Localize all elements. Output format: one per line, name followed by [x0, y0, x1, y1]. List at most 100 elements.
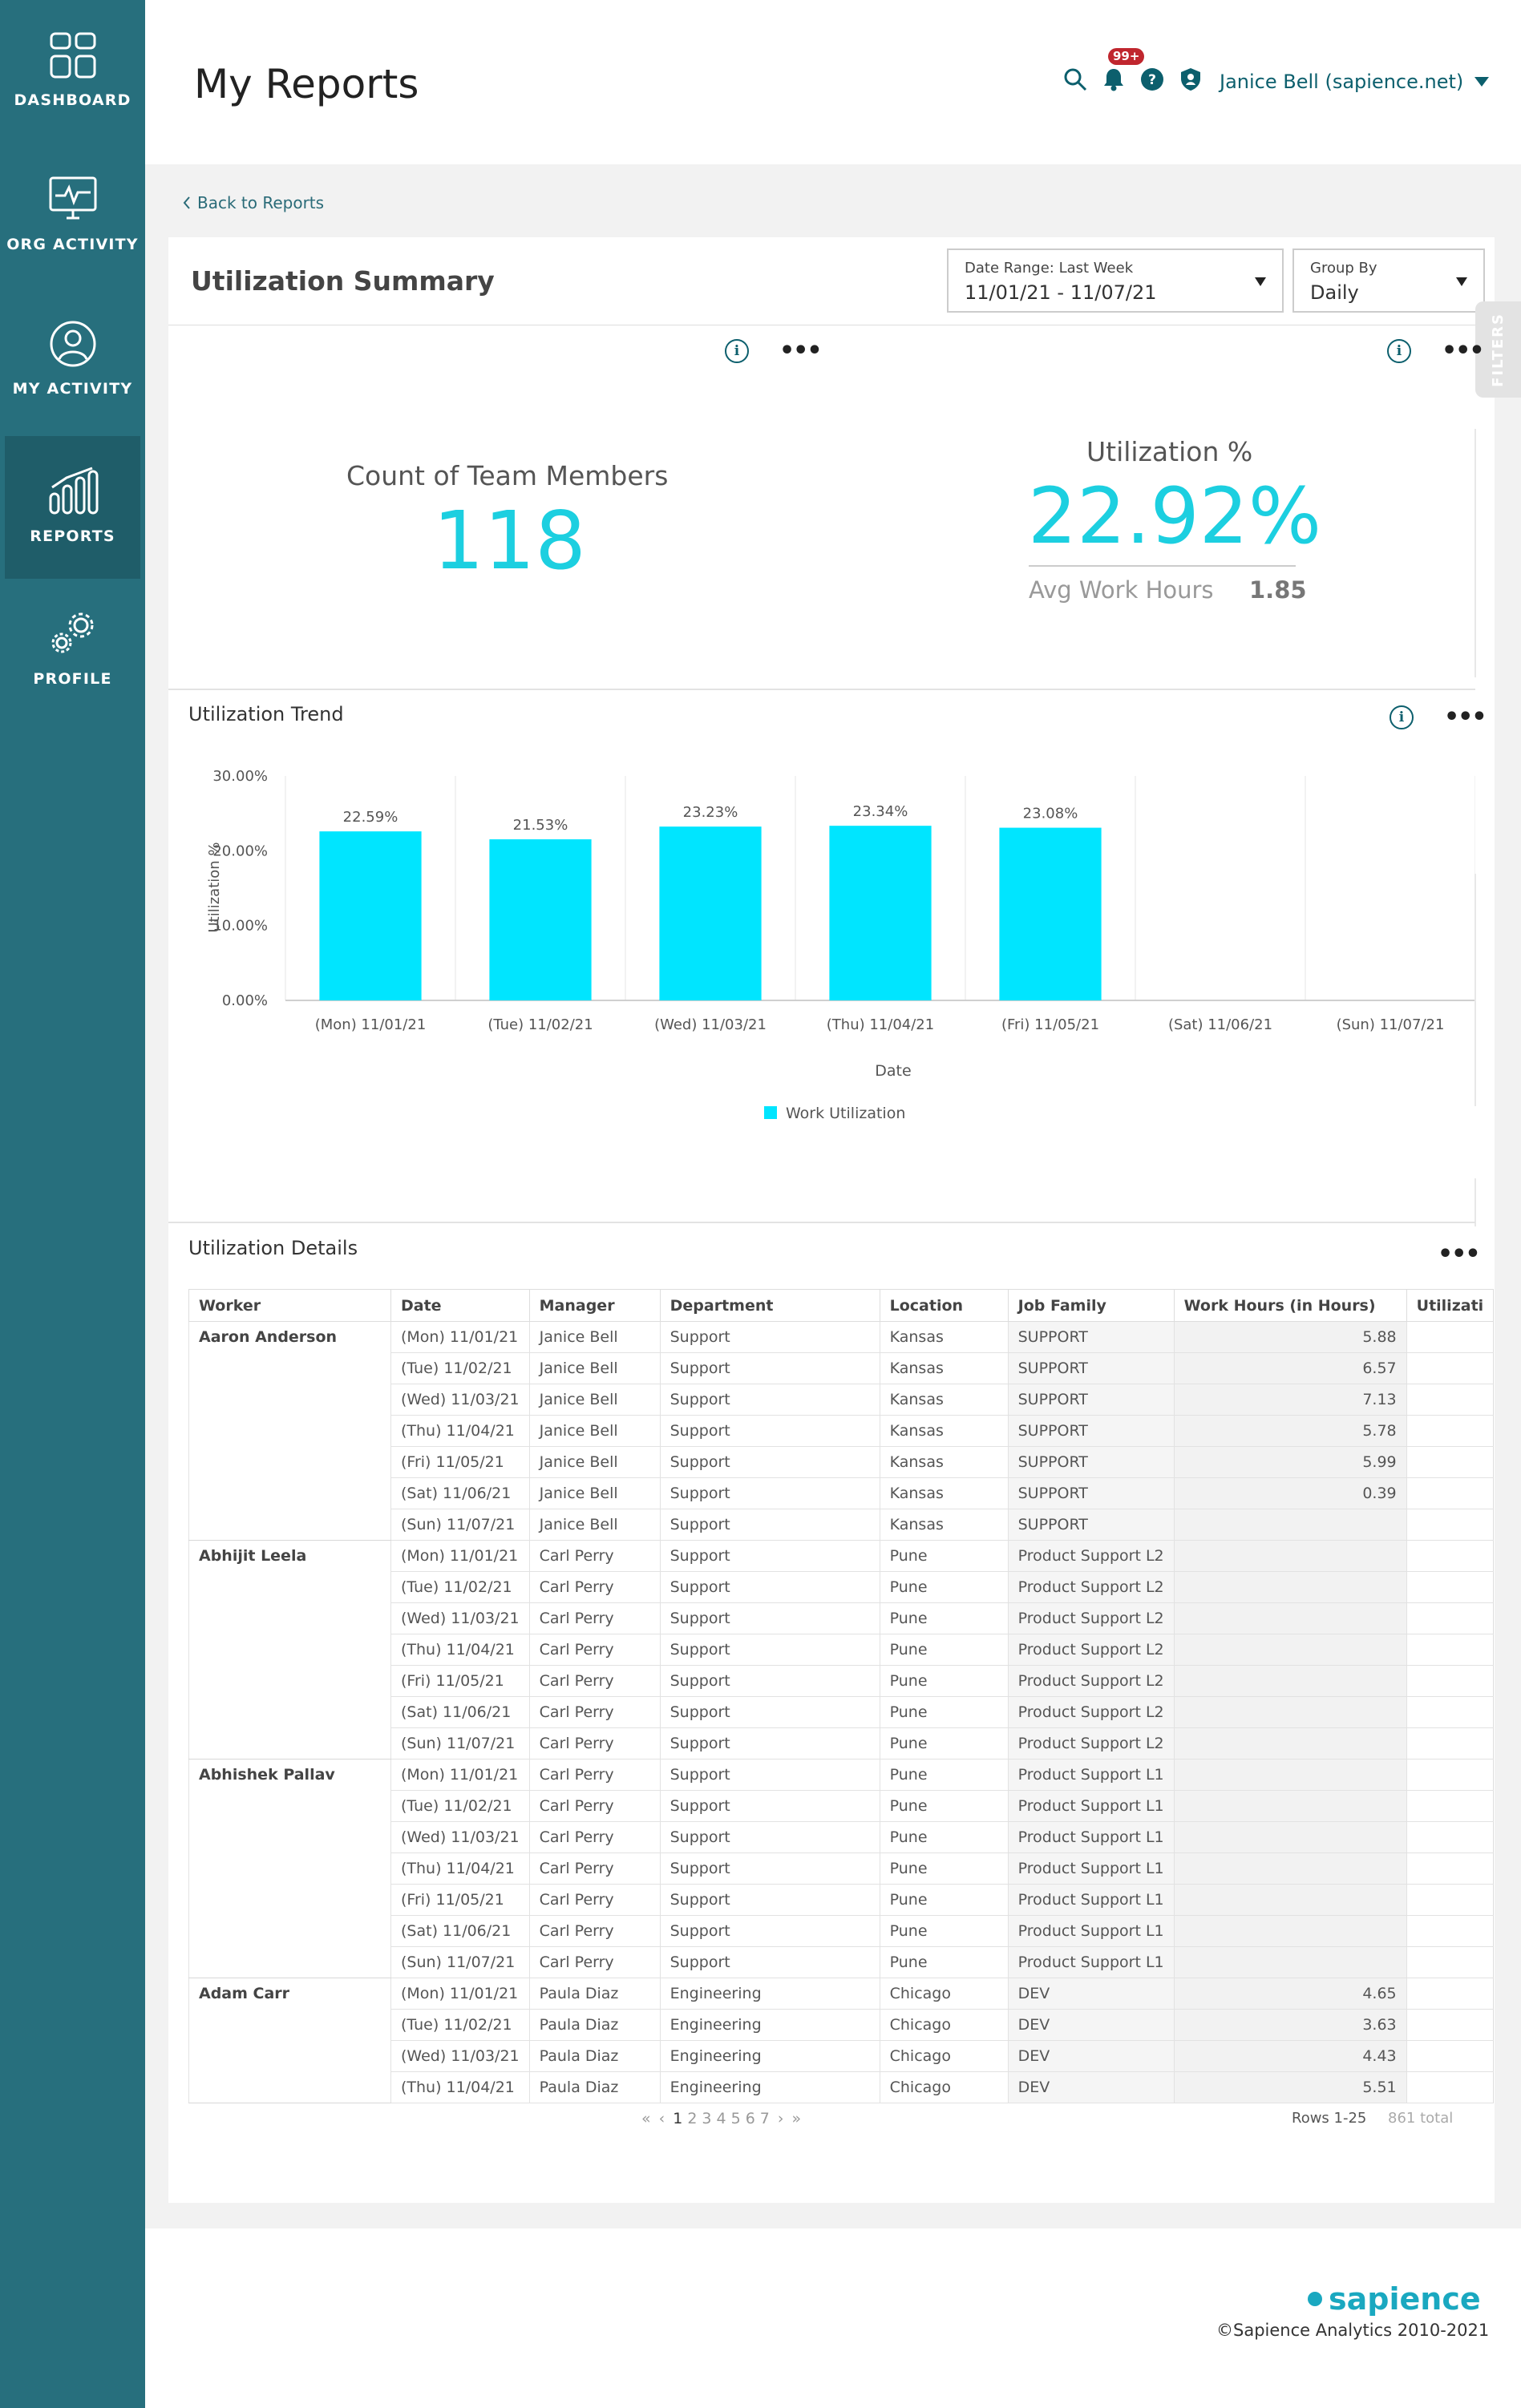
table-row[interactable]: (Fri) 11/05/21 Carl Perry Support Pune Produ…: [189, 1884, 1495, 1916]
table-row[interactable]: (Sun) 11/07/21 Janice Bell Support Kansas SU…: [189, 1509, 1495, 1541]
more-options-icon[interactable]: •••: [779, 337, 823, 365]
table-row[interactable]: Adam Carr (Mon) 11/01/21 Paula Diaz Enginee…: [188, 1978, 1495, 2103]
table-row[interactable]: (Thu) 11/04/21 Janice Bell Support Kansas SU…: [189, 1415, 1495, 1447]
table-row[interactable]: (Wed) 11/03/21 Paula Diaz Engineering Chica…: [189, 2040, 1495, 2072]
group-by-label: Group By: [1310, 260, 1377, 277]
column-header[interactable]: Job Family: [1007, 1289, 1175, 1322]
utilization-cell: [1406, 1415, 1495, 1447]
department-cell: Support: [659, 1509, 880, 1541]
page-number-button[interactable]: 6: [745, 2110, 755, 2127]
utilization-value: 22.92%: [1028, 471, 1322, 561]
utilization-cell: [1406, 1540, 1495, 1572]
bar-2[interactable]: [489, 839, 592, 1000]
table-row[interactable]: (Tue) 11/02/21 Carl Perry Support Pune Produ…: [189, 1571, 1495, 1603]
manager-cell: Carl Perry: [528, 1821, 661, 1853]
notifications-button[interactable]: 99+: [1102, 48, 1145, 91]
sidebar-item-dashboard[interactable]: DASHBOARD: [0, 0, 145, 143]
date-range-select[interactable]: Date Range: Last Week 11/01/21 - 11/07/2…: [947, 248, 1284, 313]
column-header[interactable]: Manager: [528, 1289, 661, 1322]
sidebar-item-my-activity[interactable]: MY ACTIVITY: [0, 289, 145, 431]
panel-edge: [1474, 1178, 1476, 1226]
column-header[interactable]: Work Hours (in Hours): [1173, 1289, 1407, 1322]
next-page-button[interactable]: ›: [777, 2110, 784, 2127]
sidebar-item-reports[interactable]: REPORTS: [5, 436, 140, 579]
table-row[interactable]: Abhishek Pallav (Mon) 11/01/21 Carl Perry S…: [188, 1759, 1495, 1978]
department-cell: Support: [659, 1415, 880, 1447]
location-cell: Pune: [879, 1852, 1009, 1885]
page-number-button[interactable]: 3: [702, 2110, 712, 2127]
chevron-left-icon: [183, 196, 190, 209]
date-cell: (Tue) 11/02/21: [390, 2009, 530, 2041]
user-menu[interactable]: Janice Bell (sapience.net): [1220, 71, 1490, 93]
table-row[interactable]: (Thu) 11/04/21 Paula Diaz Engineering Chica…: [189, 2071, 1495, 2103]
bar-4[interactable]: [829, 826, 932, 1000]
filters-tab[interactable]: FILTERS: [1475, 301, 1521, 398]
manager-cell: Carl Perry: [528, 1571, 661, 1603]
bar-1[interactable]: [319, 831, 422, 1000]
location-cell: Pune: [879, 1634, 1009, 1666]
group-by-select[interactable]: Group By Daily: [1292, 248, 1485, 313]
table-row[interactable]: (Wed) 11/03/21 Carl Perry Support Pune Produ…: [189, 1821, 1495, 1853]
info-icon[interactable]: i: [1387, 339, 1411, 363]
table-row[interactable]: (Fri) 11/05/21 Janice Bell Support Kansas SU…: [189, 1446, 1495, 1478]
page-number-button[interactable]: 7: [759, 2110, 770, 2127]
first-page-button[interactable]: «: [641, 2110, 651, 2127]
job-family-cell: Product Support L2: [1007, 1602, 1175, 1634]
table-row[interactable]: (Sun) 11/07/21 Carl Perry Support Pune Produ…: [189, 1727, 1495, 1760]
table-header: Worker Date Manager Department Location Job F…: [188, 1289, 1495, 1322]
table-row[interactable]: (Sat) 11/06/21 Carl Perry Support Pune Produ…: [189, 1696, 1495, 1728]
info-icon[interactable]: i: [725, 339, 749, 363]
table-row[interactable]: (Tue) 11/02/21 Paula Diaz Engineering Chica…: [189, 2009, 1495, 2041]
date-cell: (Sun) 11/07/21: [390, 1946, 530, 1978]
table-row[interactable]: (Fri) 11/05/21 Carl Perry Support Pune Produ…: [189, 1665, 1495, 1697]
work-hours-cell: 7.13: [1173, 1384, 1407, 1416]
more-options-icon[interactable]: •••: [1442, 337, 1485, 365]
column-header[interactable]: Worker: [188, 1289, 391, 1322]
table-row[interactable]: (Sat) 11/06/21 Janice Bell Support Kansas SU…: [189, 1477, 1495, 1509]
page-number-button[interactable]: 1: [673, 2110, 683, 2127]
table-row[interactable]: Abhijit Leela (Mon) 11/01/21 Carl Perry Sup…: [188, 1540, 1495, 1760]
table-row[interactable]: (Tue) 11/02/21 Carl Perry Support Pune Produ…: [189, 1790, 1495, 1822]
sidebar-item-org-activity[interactable]: ORG ACTIVITY: [0, 144, 145, 287]
x-tick-label: (Thu) 11/04/21: [827, 1016, 934, 1033]
bar-5[interactable]: [999, 827, 1102, 1000]
job-family-cell: SUPPORT: [1007, 1384, 1175, 1416]
x-tick-label: (Tue) 11/02/21: [487, 1016, 593, 1033]
table-row[interactable]: (Thu) 11/04/21 Carl Perry Support Pune Produ…: [189, 1852, 1495, 1885]
table-row[interactable]: (Thu) 11/04/21 Carl Perry Support Pune Produ…: [189, 1634, 1495, 1666]
department-cell: Support: [659, 1540, 880, 1572]
table-row[interactable]: Aaron Anderson (Mon) 11/01/21 Janice Bell S…: [188, 1321, 1495, 1541]
page-number-button[interactable]: 5: [730, 2110, 741, 2127]
help-button[interactable]: ?: [1140, 67, 1164, 91]
last-page-button[interactable]: »: [791, 2110, 802, 2127]
page-number-button[interactable]: 2: [687, 2110, 698, 2127]
column-header[interactable]: Department: [659, 1289, 880, 1322]
table-row[interactable]: (Sun) 11/07/21 Carl Perry Support Pune Produ…: [189, 1946, 1495, 1978]
column-header[interactable]: Date: [390, 1289, 530, 1322]
page-title: My Reports: [194, 61, 419, 107]
info-icon[interactable]: i: [1390, 705, 1414, 729]
table-row[interactable]: (Sat) 11/06/21 Carl Perry Support Pune Produ…: [189, 1915, 1495, 1947]
back-to-reports-link[interactable]: Back to Reports: [183, 193, 324, 212]
bar-data-label: 23.08%: [1023, 806, 1078, 822]
more-options-icon[interactable]: •••: [1444, 703, 1487, 731]
avg-hours-label: Avg Work Hours: [1029, 576, 1214, 604]
sidebar-item-profile[interactable]: PROFILE: [0, 579, 145, 721]
department-cell: Engineering: [659, 1978, 880, 2010]
security-button[interactable]: [1179, 67, 1203, 91]
department-cell: Engineering: [659, 2071, 880, 2103]
details-title: Utilization Details: [188, 1237, 358, 1259]
column-header[interactable]: Utilizati: [1406, 1289, 1495, 1322]
manager-cell: Paula Diaz: [528, 2040, 661, 2072]
bar-3[interactable]: [659, 826, 762, 1000]
department-cell: Support: [659, 1727, 880, 1760]
prev-page-button[interactable]: ‹: [658, 2110, 665, 2127]
logo-text: sapience: [1329, 2281, 1481, 2317]
column-header[interactable]: Location: [879, 1289, 1009, 1322]
page-number-button[interactable]: 4: [716, 2110, 726, 2127]
table-row[interactable]: (Tue) 11/02/21 Janice Bell Support Kansas SU…: [189, 1352, 1495, 1384]
table-row[interactable]: (Wed) 11/03/21 Carl Perry Support Pune Produ…: [189, 1602, 1495, 1634]
search-button[interactable]: [1063, 67, 1087, 91]
table-row[interactable]: (Wed) 11/03/21 Janice Bell Support Kansas SU…: [189, 1384, 1495, 1416]
more-options-icon[interactable]: •••: [1438, 1240, 1481, 1268]
